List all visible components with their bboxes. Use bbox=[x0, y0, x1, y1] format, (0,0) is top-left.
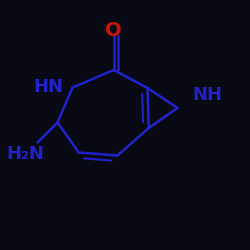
Text: O: O bbox=[106, 20, 122, 40]
Text: H₂N: H₂N bbox=[6, 145, 44, 163]
Text: NH: NH bbox=[192, 86, 222, 104]
Text: HN: HN bbox=[34, 78, 64, 96]
